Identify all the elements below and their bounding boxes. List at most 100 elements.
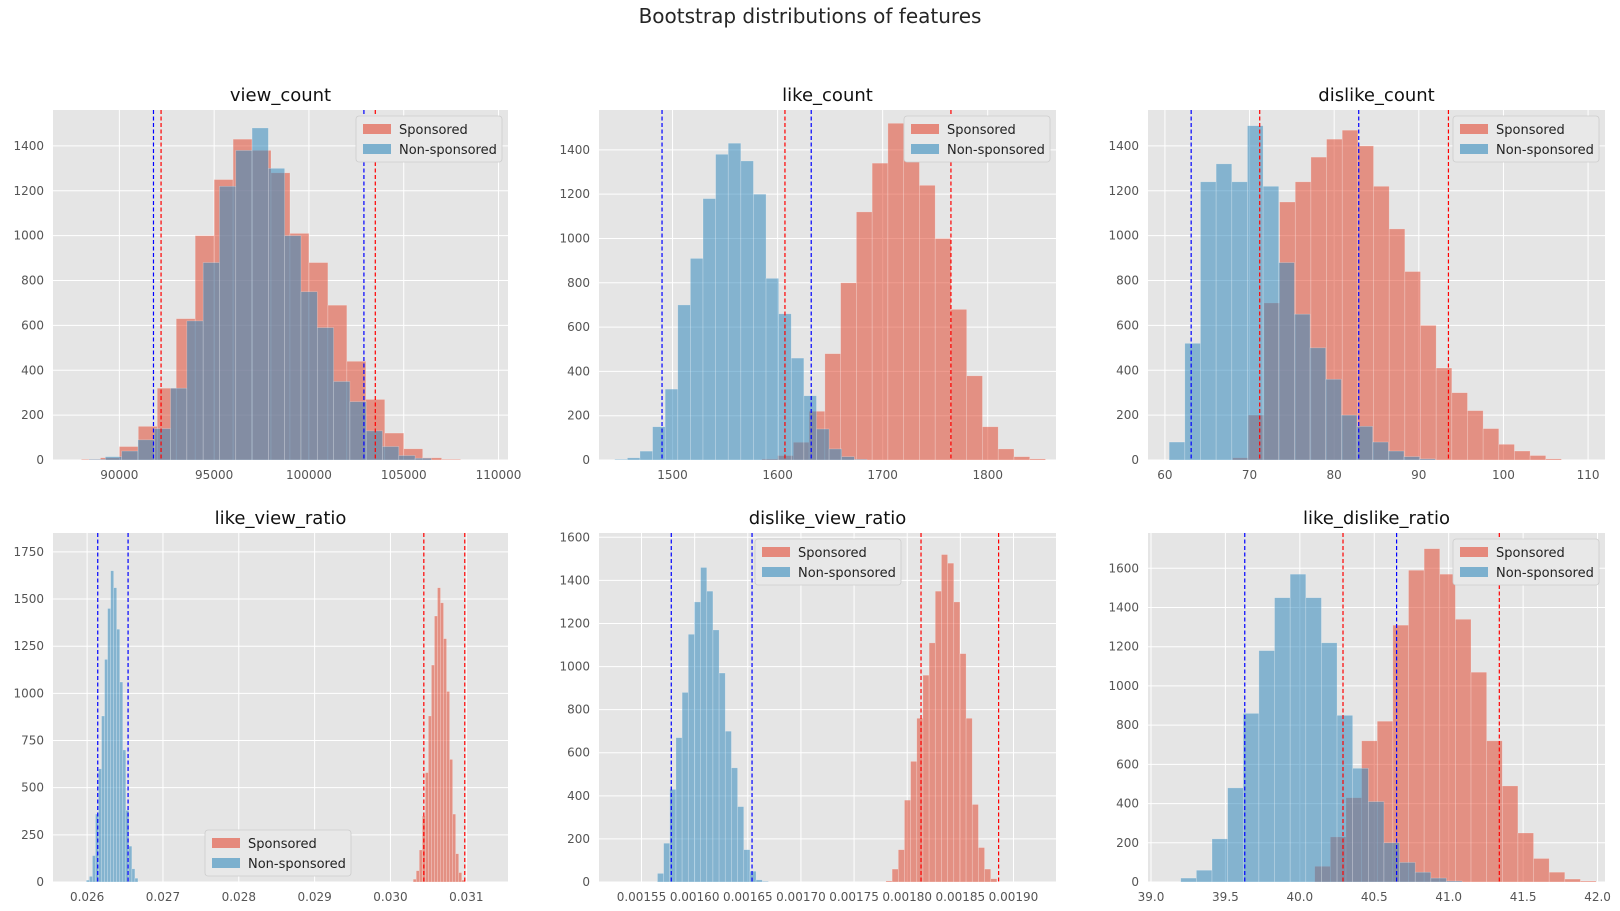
x-tick-label: 0.00175 (829, 890, 879, 904)
x-tick-label: 0.00185 (936, 890, 986, 904)
y-tick-label: 800 (21, 274, 44, 288)
bar-non-sponsored (749, 870, 757, 883)
y-tick-label: 1200 (559, 187, 590, 201)
y-tick-label: 1250 (13, 639, 44, 653)
bar-non-sponsored (219, 185, 237, 461)
bar-non-sponsored (737, 806, 745, 883)
bar-sponsored (1451, 392, 1468, 461)
x-tick-label: 100 (1492, 468, 1515, 482)
bar-sponsored (934, 590, 942, 883)
y-tick-label: 800 (1116, 274, 1139, 288)
y-tick-label: 1750 (13, 545, 44, 559)
legend: Sponsored Non-sponsored (754, 538, 902, 586)
bar-non-sponsored (652, 426, 666, 461)
bar-non-sponsored (1262, 185, 1280, 461)
bar-non-sponsored (131, 868, 136, 883)
y-tick-label: 600 (567, 320, 590, 334)
y-tick-label: 1400 (1108, 139, 1139, 153)
x-tick-label: 0.031 (449, 890, 483, 904)
x-tick-label: 80 (1327, 468, 1342, 482)
bar-sponsored (1580, 880, 1597, 883)
bar-sponsored (971, 804, 979, 883)
legend: Sponsored Non-sponsored (1452, 115, 1600, 163)
bar-non-sponsored (681, 692, 689, 883)
bar-non-sponsored (92, 855, 96, 883)
legend-label-non-sponsored: Non-sponsored (399, 143, 497, 158)
bar-non-sponsored (300, 291, 318, 461)
bar-sponsored (1501, 785, 1519, 883)
bar-sponsored (1013, 456, 1031, 461)
bar-non-sponsored (1321, 642, 1338, 883)
bar-sponsored (934, 238, 952, 461)
bar-non-sponsored (803, 395, 817, 461)
bar-non-sponsored (1383, 842, 1400, 883)
bar-non-sponsored (333, 381, 351, 461)
bar-non-sponsored (88, 459, 106, 461)
y-tick-label: 1000 (559, 231, 590, 245)
y-tick-label: 1200 (559, 616, 590, 630)
y-tick-label: 400 (21, 363, 44, 377)
bar-sponsored (1357, 145, 1374, 461)
x-tick-label: 0.00165 (723, 890, 773, 904)
bar-non-sponsored (753, 193, 767, 461)
y-tick-label: 600 (567, 746, 590, 760)
bar-non-sponsored (1242, 713, 1260, 883)
bar-non-sponsored (105, 456, 122, 461)
bar-non-sponsored (1184, 343, 1201, 461)
bar-non-sponsored (677, 304, 691, 461)
y-tick-label: 1600 (559, 530, 590, 544)
bar-sponsored (1404, 271, 1421, 461)
bar-non-sponsored (116, 628, 121, 883)
legend: Sponsored Non-sponsored (204, 829, 352, 877)
bar-sponsored (897, 849, 905, 883)
bar-non-sponsored (1305, 597, 1322, 883)
y-tick-label: 1000 (13, 686, 44, 700)
bar-sponsored (959, 653, 967, 883)
bar-sponsored (919, 185, 936, 461)
bar-non-sponsored (153, 428, 171, 461)
bar-non-sponsored (122, 749, 127, 883)
y-tick-label: 400 (1116, 797, 1139, 811)
bar-non-sponsored (89, 876, 93, 883)
bar-non-sponsored (664, 388, 679, 461)
bar-non-sponsored (724, 730, 732, 883)
bar-non-sponsored (1352, 767, 1369, 883)
legend-swatch-non-sponsored (363, 144, 391, 154)
bar-sponsored (449, 759, 453, 883)
legend-label-sponsored: Sponsored (248, 837, 317, 852)
bar-non-sponsored (1278, 262, 1295, 461)
legend-label-sponsored: Sponsored (947, 123, 1016, 138)
x-tick-label: 0.030 (373, 890, 407, 904)
bar-sponsored (1564, 878, 1581, 883)
bar-non-sponsored (1368, 801, 1385, 883)
subplot-title: like_view_ratio (215, 508, 347, 529)
y-tick-label: 250 (21, 828, 44, 842)
bar-sponsored (458, 872, 463, 883)
subplot-like-view-ratio: 0 250 500 750 1000 1250 1500 1750 0.026 0.027 0.02… (13, 508, 508, 904)
bar-sponsored (1439, 573, 1456, 883)
bar-sponsored (443, 638, 447, 883)
y-tick-label: 400 (1116, 363, 1139, 377)
bar-non-sponsored (98, 768, 102, 883)
bar-non-sponsored (251, 127, 269, 461)
bar-sponsored (990, 878, 998, 883)
bar-sponsored (910, 761, 918, 883)
bar-non-sponsored (731, 767, 738, 883)
legend-label-non-sponsored: Non-sponsored (1496, 143, 1594, 158)
bar-sponsored (1548, 871, 1566, 883)
legend-label-non-sponsored: Non-sponsored (798, 566, 896, 581)
bar-sponsored (1373, 185, 1390, 461)
bar-non-sponsored (1215, 163, 1233, 461)
bar-non-sponsored (121, 450, 139, 461)
bar-non-sponsored (743, 849, 751, 883)
bar-non-sponsored (1325, 378, 1342, 461)
y-tick-label: 400 (567, 789, 590, 803)
bar-non-sponsored (694, 601, 701, 883)
y-tick-label: 0 (1131, 453, 1139, 467)
bar-sponsored (1470, 671, 1487, 883)
y-tick-label: 750 (21, 734, 44, 748)
bar-non-sponsored (706, 590, 714, 883)
x-tick-label: 1600 (762, 468, 793, 482)
bar-non-sponsored (316, 327, 334, 461)
bar-sponsored (455, 853, 460, 883)
